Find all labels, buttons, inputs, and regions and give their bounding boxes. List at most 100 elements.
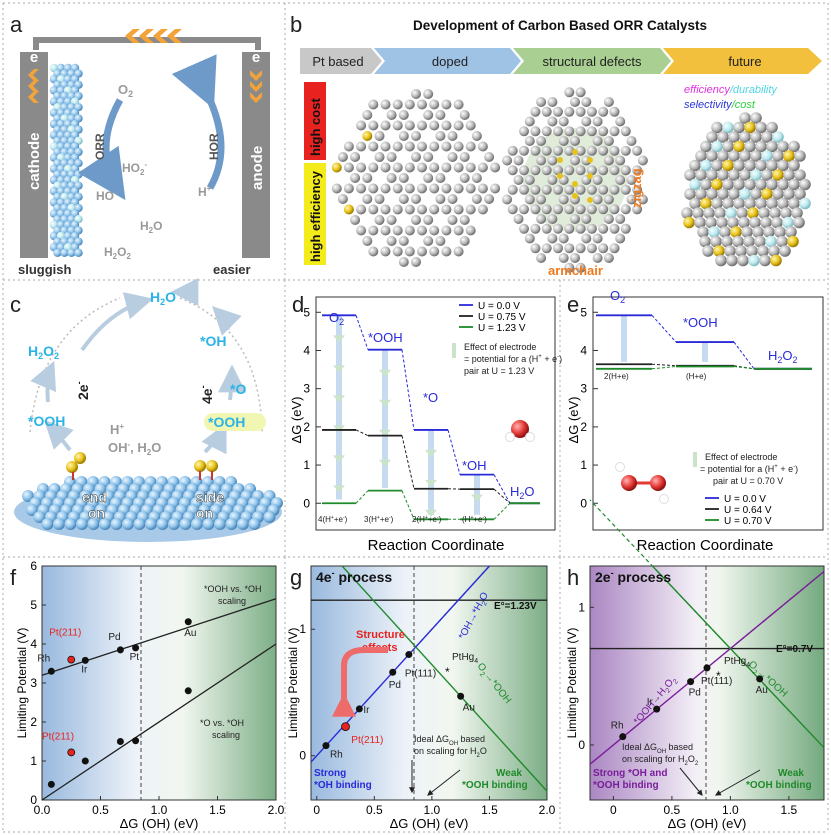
- graphene-atom: [368, 225, 379, 236]
- slab-atom: [99, 518, 111, 530]
- graphene-atom: [429, 225, 440, 236]
- future-atom: [749, 216, 761, 229]
- graphene-atom: [586, 106, 597, 117]
- graphene-atom: [417, 183, 427, 194]
- graphene-atom: [350, 215, 361, 225]
- graphene-atom: [392, 141, 403, 152]
- f-data-point: [184, 618, 192, 626]
- graphene-atom: [429, 246, 440, 257]
- graphene-atom: [477, 141, 488, 152]
- d-ytick-label: 0: [303, 496, 310, 510]
- f-line2-label-2: scaling: [212, 730, 240, 740]
- f-xtick-label: 2.0: [268, 803, 285, 817]
- f-ytick-label: 3: [30, 676, 37, 690]
- future-atom: [770, 254, 782, 267]
- h-data-point: [687, 678, 695, 686]
- future-atom: [733, 140, 745, 153]
- future-atom: [748, 254, 760, 267]
- graphene-atom: [404, 183, 415, 194]
- future-atom: [793, 216, 805, 229]
- letter-g: g: [290, 565, 302, 590]
- graphene-atom: [441, 204, 452, 215]
- graphene-atom: [362, 173, 373, 183]
- ho-label: HO-: [96, 188, 117, 203]
- graphene-atom: [519, 126, 529, 137]
- slab-atom: [33, 511, 46, 523]
- graphene-atom: [417, 204, 427, 215]
- e-step-label: 2(H+e): [604, 372, 629, 381]
- stage-pt: [300, 48, 382, 74]
- graphene-atom: [541, 223, 552, 234]
- graphene-atom: [502, 155, 513, 166]
- future-atom: [788, 159, 800, 172]
- graphene-atom: [404, 120, 415, 131]
- graphene-atom: [441, 99, 452, 110]
- g-ytick-label: 1: [299, 622, 306, 636]
- carbon-nanotube: [49, 63, 83, 257]
- graphene-atom: [429, 204, 440, 215]
- graphene-atom: [530, 126, 541, 137]
- future-atom: [750, 188, 762, 200]
- f-point-label: Pt: [130, 652, 140, 663]
- graphene-atom: [477, 204, 488, 215]
- graphene-atom: [435, 236, 446, 246]
- graphene-atom: [570, 155, 580, 166]
- d-connector: [493, 488, 511, 504]
- graphene-atom: [570, 253, 580, 263]
- slab-atom: [64, 518, 77, 530]
- graphene-atom: [490, 162, 501, 173]
- graphene-atom: [519, 165, 529, 176]
- graphene-atom: [632, 165, 643, 176]
- graphene-atom: [598, 106, 609, 117]
- future-atom: [739, 131, 751, 143]
- g-xlabel: ΔG (OH) (eV): [390, 816, 469, 831]
- d-shift-bar: [382, 349, 388, 488]
- d-oh-label: *OH: [462, 458, 487, 473]
- c-oh-h2o-label: OH-, H2O: [108, 440, 161, 457]
- graphene-atom: [386, 173, 397, 183]
- future-atom: [736, 207, 748, 219]
- h-data-point: [703, 664, 711, 672]
- graphene-atom: [558, 233, 569, 244]
- graphene-atom: [547, 214, 558, 224]
- e-xlabel: Reaction Coordinate: [637, 537, 774, 554]
- graphene-atom: [592, 136, 603, 146]
- graphene-atom: [581, 97, 592, 107]
- end-on-label-2: on: [88, 505, 105, 521]
- stage-label-pt: Pt based: [312, 54, 363, 69]
- graphene-atom: [575, 262, 586, 273]
- f-point-label: Rh: [37, 653, 50, 664]
- f-ytick-label: 6: [30, 559, 37, 573]
- graphene-atom: [374, 194, 385, 204]
- graphene-atom: [380, 225, 391, 236]
- graphene-atom: [417, 162, 427, 173]
- graphene-atom: [484, 152, 495, 162]
- graphene-atom: [386, 110, 397, 120]
- future-atom: [711, 178, 723, 191]
- f-xlabel: ΔG (OH) (eV): [120, 816, 199, 831]
- stage-doped: [374, 48, 521, 74]
- future-atom: [766, 121, 778, 134]
- stage-label-future: future: [728, 54, 761, 69]
- easier-label: easier: [213, 262, 251, 277]
- d-shift-arrowhead: [425, 479, 437, 487]
- future-atom: [799, 178, 811, 191]
- future-atom: [750, 131, 762, 143]
- graphene-atom: [620, 184, 631, 195]
- d-connector: [493, 474, 511, 504]
- g-pthg-label: PtHg4: [452, 652, 478, 665]
- future-atom: [689, 197, 701, 210]
- future-atom: [791, 207, 803, 219]
- graphene-atom: [536, 194, 547, 205]
- graphene-atom: [598, 243, 609, 254]
- e-legend-label: U = 0.64 V: [724, 505, 772, 516]
- future-atom: [744, 121, 756, 134]
- c-o-label: *O: [230, 381, 246, 397]
- graphene-atom: [609, 204, 620, 215]
- graphene-atom: [459, 152, 470, 162]
- future-atom: [715, 254, 727, 267]
- graphene-atom: [553, 165, 563, 176]
- d-legend-label: U = 1.23 V: [478, 323, 526, 334]
- h-xtick-label: 0.5: [664, 803, 681, 817]
